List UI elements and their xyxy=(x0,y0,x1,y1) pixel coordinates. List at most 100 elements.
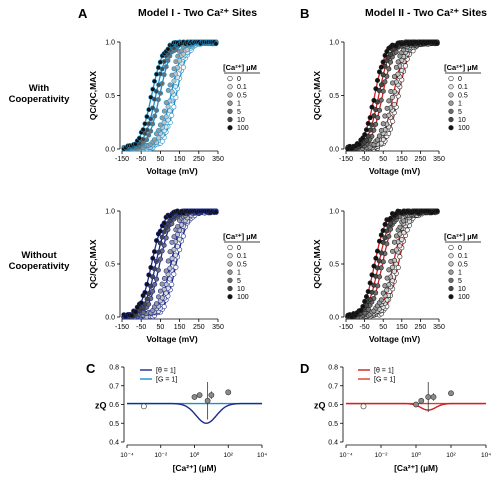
data-point xyxy=(151,137,157,143)
data-point xyxy=(379,250,385,256)
y-tick-label: 0.5 xyxy=(109,421,119,428)
legend-label: 0.5 xyxy=(458,92,468,99)
data-point xyxy=(402,63,408,69)
legend-label: 100 xyxy=(458,125,470,132)
data-point xyxy=(365,289,371,295)
data-point xyxy=(171,104,177,110)
y-tick-label: 0.7 xyxy=(328,383,338,390)
data-point xyxy=(382,283,388,289)
data-point xyxy=(380,72,386,78)
data-point xyxy=(169,281,175,287)
data-point xyxy=(363,127,369,133)
x-tick-label: 350 xyxy=(212,324,224,331)
data-point xyxy=(378,297,384,303)
data-point xyxy=(171,271,177,277)
y-tick-label: 1.0 xyxy=(329,209,339,216)
data-point xyxy=(425,394,432,400)
data-point xyxy=(173,83,179,89)
data-point xyxy=(380,88,386,94)
data-point xyxy=(175,244,181,250)
data-point xyxy=(144,114,150,120)
data-point xyxy=(386,66,392,72)
data-point xyxy=(388,221,394,227)
data-point xyxy=(367,280,373,286)
x-tick-label: 10⁴ xyxy=(257,452,267,459)
data-point xyxy=(391,239,397,245)
model-1-title: Model I - Two Ca²⁺ Sites xyxy=(138,7,258,19)
data-point xyxy=(434,40,440,46)
data-point xyxy=(138,300,144,306)
y-axis-label: QC/QC,MAX xyxy=(88,239,98,288)
x-axis-label: Voltage (mV) xyxy=(369,334,420,344)
data-point xyxy=(169,72,175,78)
data-point xyxy=(399,68,405,74)
data-point xyxy=(376,133,382,139)
legend-title: [Ca²⁺] µM xyxy=(223,63,257,72)
legend-marker xyxy=(227,75,233,82)
legend-marker xyxy=(227,294,233,300)
data-point xyxy=(390,80,396,86)
model-curve-1 xyxy=(127,402,262,424)
data-point xyxy=(376,69,382,75)
data-point xyxy=(401,230,407,236)
legend-marker xyxy=(227,108,233,114)
data-point xyxy=(369,272,375,278)
x-axis-label: Voltage (mV) xyxy=(146,334,197,344)
data-point xyxy=(434,208,440,214)
data-point xyxy=(175,224,181,230)
legend-marker xyxy=(448,285,454,292)
x-axis-label: Voltage (mV) xyxy=(146,166,197,176)
data-point xyxy=(356,141,362,147)
y-axis-label: QC/QC,MAX xyxy=(312,71,322,120)
data-point xyxy=(382,235,388,241)
legend-marker xyxy=(227,92,233,98)
legend-marker xyxy=(448,244,454,251)
data-point xyxy=(384,275,390,281)
data-point xyxy=(165,258,171,264)
data-point xyxy=(167,249,173,255)
panel-letter-a: A xyxy=(78,6,88,21)
data-point xyxy=(430,394,437,400)
x-tick-label: 10⁻² xyxy=(154,452,168,459)
y-tick-label: 0.5 xyxy=(105,262,115,269)
legend-label: 1 xyxy=(458,101,462,108)
legend-label: [G = 1] xyxy=(156,377,177,384)
data-point xyxy=(136,135,142,141)
data-point xyxy=(363,137,369,143)
data-point xyxy=(399,237,405,243)
data-point xyxy=(169,112,175,118)
panel-C xyxy=(121,366,263,448)
data-point xyxy=(213,41,219,47)
data-point xyxy=(204,397,211,404)
x-tick-label: 250 xyxy=(193,324,205,331)
legend-marker xyxy=(448,100,454,106)
y-tick-label: 0.7 xyxy=(109,383,119,390)
data-point xyxy=(158,90,164,96)
data-point xyxy=(163,268,169,274)
data-point xyxy=(225,389,232,396)
data-point xyxy=(382,221,388,227)
data-point xyxy=(173,59,179,65)
data-point xyxy=(208,392,215,399)
data-point xyxy=(388,258,394,264)
y-tick-label: 0.0 xyxy=(105,147,115,154)
data-point xyxy=(413,401,419,408)
data-point xyxy=(148,94,154,100)
data-point xyxy=(156,135,162,141)
data-point xyxy=(369,104,375,110)
legend-marker xyxy=(448,253,454,259)
data-point xyxy=(171,247,177,253)
x-tick-label: 10⁰ xyxy=(190,451,200,459)
y-tick-label: 0.0 xyxy=(329,315,339,322)
data-point xyxy=(153,301,159,307)
x-tick-label: 250 xyxy=(193,156,205,163)
legend-label: 0 xyxy=(458,245,462,252)
data-point xyxy=(382,79,388,85)
data-point xyxy=(376,258,382,264)
x-tick-label: 50 xyxy=(157,156,165,163)
y-tick-label: 1.0 xyxy=(105,40,115,47)
legend-label: 5 xyxy=(237,109,241,116)
y-tick-label: 0.4 xyxy=(328,440,338,447)
legend-marker xyxy=(227,277,233,283)
data-point xyxy=(379,82,385,88)
